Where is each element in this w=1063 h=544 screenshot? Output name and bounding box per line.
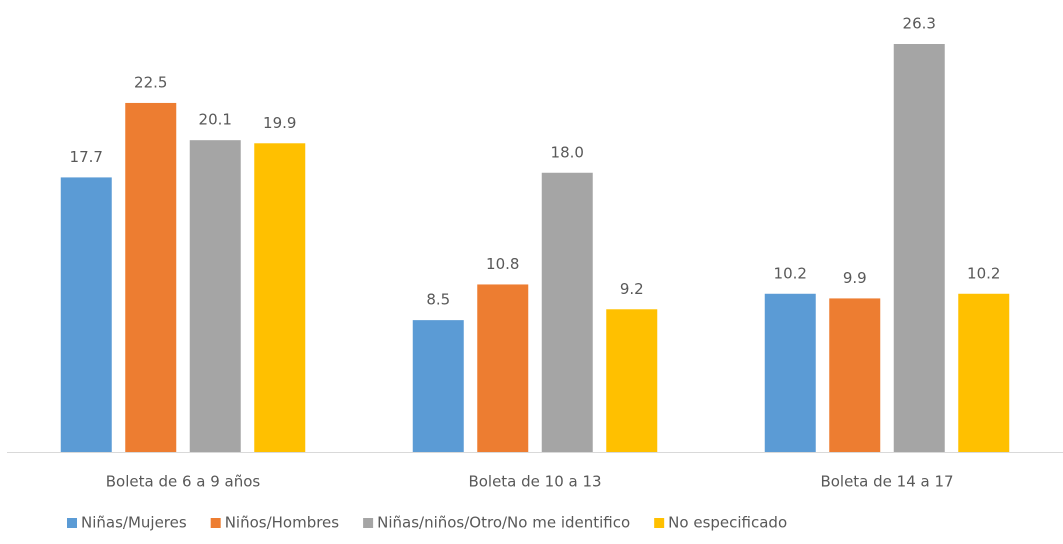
- data-label: 8.5: [426, 291, 450, 309]
- x-tick-label: Boleta de 10 a 13: [468, 473, 601, 491]
- bar: [189, 140, 241, 453]
- legend-label: Niñas/Mujeres: [81, 514, 187, 532]
- bar: [477, 284, 529, 452]
- bar: [829, 298, 881, 452]
- data-label: 9.9: [843, 269, 867, 287]
- data-label: 17.7: [70, 148, 103, 166]
- legend-swatch: [654, 518, 665, 528]
- bar: [764, 293, 816, 452]
- x-tick-label: Boleta de 6 a 9 años: [106, 473, 261, 491]
- bar: [412, 320, 464, 452]
- data-label: 22.5: [134, 73, 167, 91]
- bar: [541, 172, 593, 453]
- legend-label: No especificado: [668, 514, 787, 532]
- bar: [254, 143, 306, 453]
- legend-swatch: [363, 518, 374, 528]
- legend-swatch: [210, 518, 221, 528]
- data-label: 10.2: [967, 264, 1000, 282]
- data-label: 10.2: [774, 264, 807, 282]
- data-label: 9.2: [620, 280, 644, 298]
- bar: [125, 102, 177, 453]
- x-tick-label: Boleta de 14 a 17: [820, 473, 953, 491]
- bar: [893, 44, 945, 452]
- bar: [606, 309, 658, 452]
- bar: [958, 293, 1010, 452]
- legend-label: Niñas/niños/Otro/No me identifico: [377, 514, 630, 532]
- data-label: 18.0: [551, 143, 584, 161]
- data-label: 26.3: [903, 15, 936, 33]
- legend-swatch: [67, 518, 77, 528]
- data-label: 19.9: [263, 114, 296, 132]
- data-label: 20.1: [199, 111, 232, 129]
- data-label: 10.8: [486, 255, 519, 273]
- bar: [60, 177, 112, 453]
- legend-label: Niños/Hombres: [225, 514, 340, 532]
